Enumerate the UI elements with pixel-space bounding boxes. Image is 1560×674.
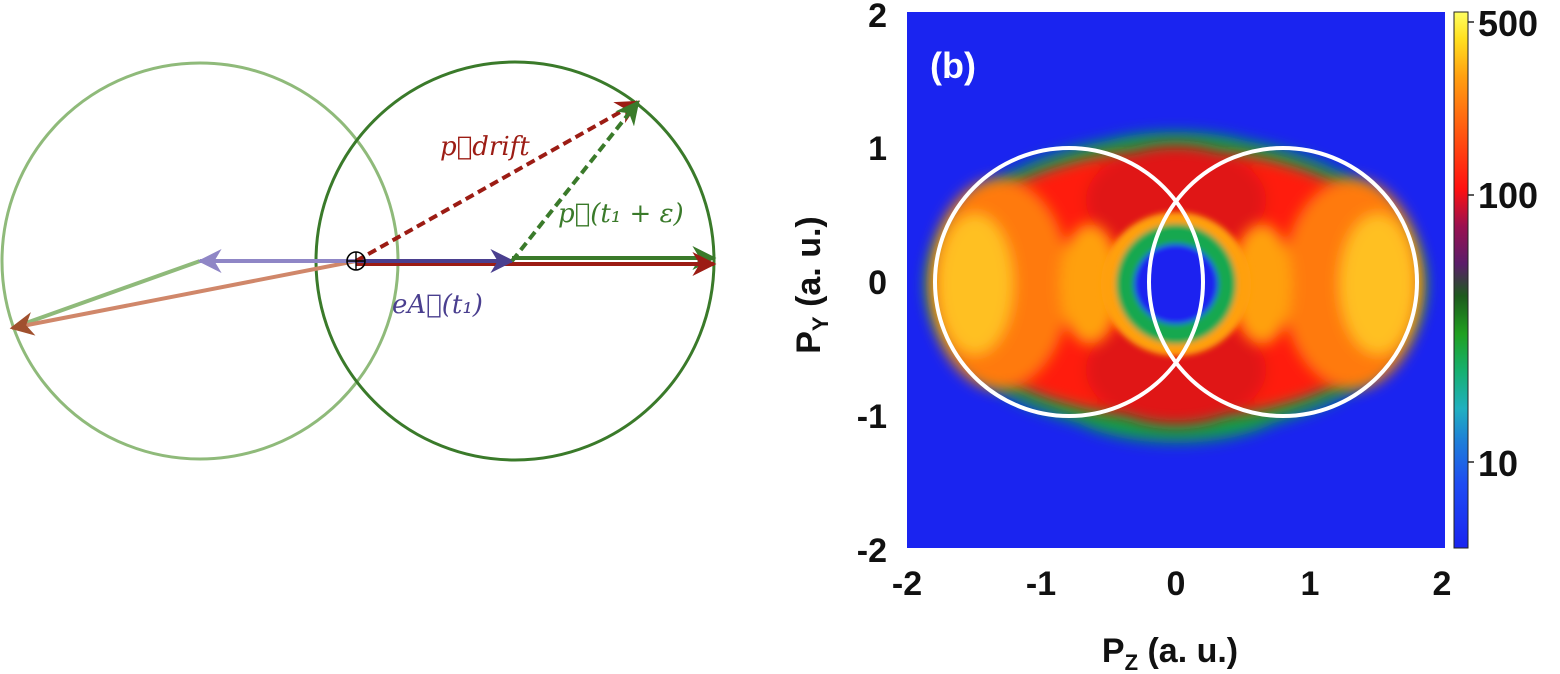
colorbar-tick-label: 500 [1478, 3, 1538, 44]
y-tick-label: 0 [868, 264, 887, 302]
colorbar-tick-label: 100 [1478, 175, 1538, 216]
colorbar: 500 100 10 [1453, 3, 1538, 549]
overlay-circle-right [1147, 146, 1419, 418]
colorbar-tick-label: 10 [1478, 443, 1518, 484]
colorbar-gradient [1453, 11, 1469, 549]
y-tick-label: -2 [857, 532, 887, 570]
x-ticks: -2 -1 0 1 2 [892, 565, 1452, 603]
y-tick-label: 1 [868, 130, 887, 168]
p-t1-eps-vector [510, 100, 640, 263]
p-drift-vector [355, 100, 641, 263]
x-tick-label: 1 [1301, 565, 1320, 603]
y-ticks: 2 1 0 -1 -2 [857, 0, 887, 570]
x-tick-label: 0 [1167, 565, 1186, 603]
y-axis-label: PY (a. u.) [790, 216, 833, 353]
overlay-circle-left [933, 146, 1205, 418]
p-drift-label: p⃗drift [440, 132, 530, 162]
light-green-vector [11, 259, 201, 330]
momentum-heatmap: (b) 2 1 0 -1 -2 -2 -1 0 1 2 PZ (a. u.) P… [790, 0, 1538, 674]
eA-label: eA⃗(t₁) [392, 290, 483, 320]
vector-diagram: p⃗drift p⃗(t₁ + ε) eA⃗(t₁) [0, 60, 717, 462]
origin-marker [346, 251, 366, 271]
salmon-vector [9, 259, 357, 336]
p-t1-eps-label: p⃗(t₁ + ε) [558, 199, 684, 229]
x-axis-label: PZ (a. u.) [1102, 632, 1238, 674]
x-tick-label: -2 [892, 565, 922, 603]
heatmap-distribution [926, 132, 1426, 443]
x-tick-label: -1 [1026, 565, 1056, 603]
panel-label: (b) [930, 45, 976, 86]
x-tick-label: 2 [1433, 565, 1452, 603]
y-tick-label: 2 [868, 0, 887, 35]
y-tick-label: -1 [857, 398, 887, 436]
